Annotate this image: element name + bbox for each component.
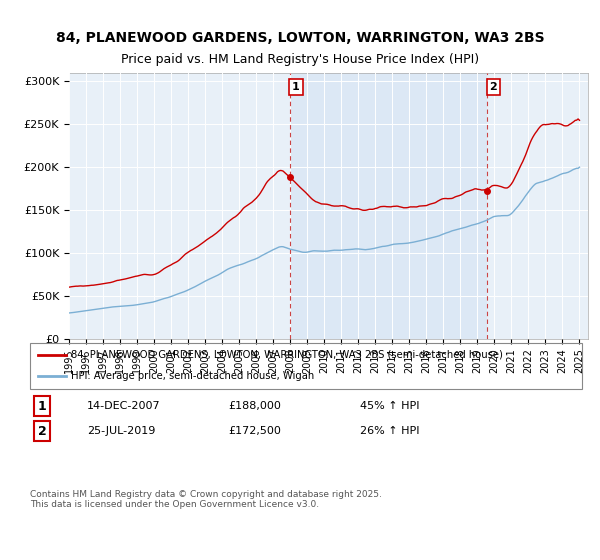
Text: 25-JUL-2019: 25-JUL-2019	[87, 426, 155, 436]
Text: 14-DEC-2007: 14-DEC-2007	[87, 401, 161, 411]
Text: 45% ↑ HPI: 45% ↑ HPI	[360, 401, 419, 411]
Text: £188,000: £188,000	[228, 401, 281, 411]
Text: Contains HM Land Registry data © Crown copyright and database right 2025.
This d: Contains HM Land Registry data © Crown c…	[30, 490, 382, 510]
Text: Price paid vs. HM Land Registry's House Price Index (HPI): Price paid vs. HM Land Registry's House …	[121, 53, 479, 66]
Text: 1: 1	[292, 82, 300, 92]
Text: 26% ↑ HPI: 26% ↑ HPI	[360, 426, 419, 436]
Text: £172,500: £172,500	[228, 426, 281, 436]
Text: 84, PLANEWOOD GARDENS, LOWTON, WARRINGTON, WA3 2BS (semi-detached house): 84, PLANEWOOD GARDENS, LOWTON, WARRINGTO…	[71, 350, 503, 360]
Text: 84, PLANEWOOD GARDENS, LOWTON, WARRINGTON, WA3 2BS: 84, PLANEWOOD GARDENS, LOWTON, WARRINGTO…	[56, 31, 544, 45]
Text: 2: 2	[490, 82, 497, 92]
Text: 2: 2	[38, 424, 46, 438]
Text: HPI: Average price, semi-detached house, Wigan: HPI: Average price, semi-detached house,…	[71, 371, 314, 381]
Bar	[290, 73, 487, 339]
Text: 1: 1	[38, 399, 46, 413]
